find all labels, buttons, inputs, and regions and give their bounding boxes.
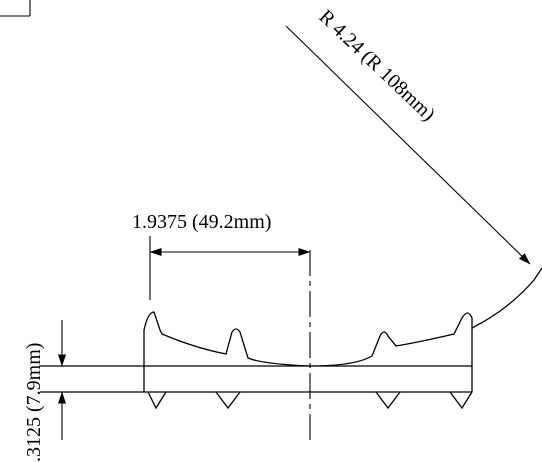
tooth	[449, 391, 473, 410]
tooth	[215, 391, 241, 410]
radius-leader-line	[285, 25, 531, 265]
radius-arc	[471, 267, 542, 329]
tooth	[375, 391, 401, 410]
radius-label: R 4.24 (R 108mm)	[315, 6, 440, 126]
width-label: 1.9375 (49.2mm)	[132, 211, 271, 233]
tooth	[147, 391, 167, 410]
partial-dimension-mark	[0, 0, 31, 17]
blade-outline	[143, 311, 473, 392]
teeth	[147, 391, 473, 410]
height-label: .3125 (7.9mm)	[23, 343, 45, 462]
